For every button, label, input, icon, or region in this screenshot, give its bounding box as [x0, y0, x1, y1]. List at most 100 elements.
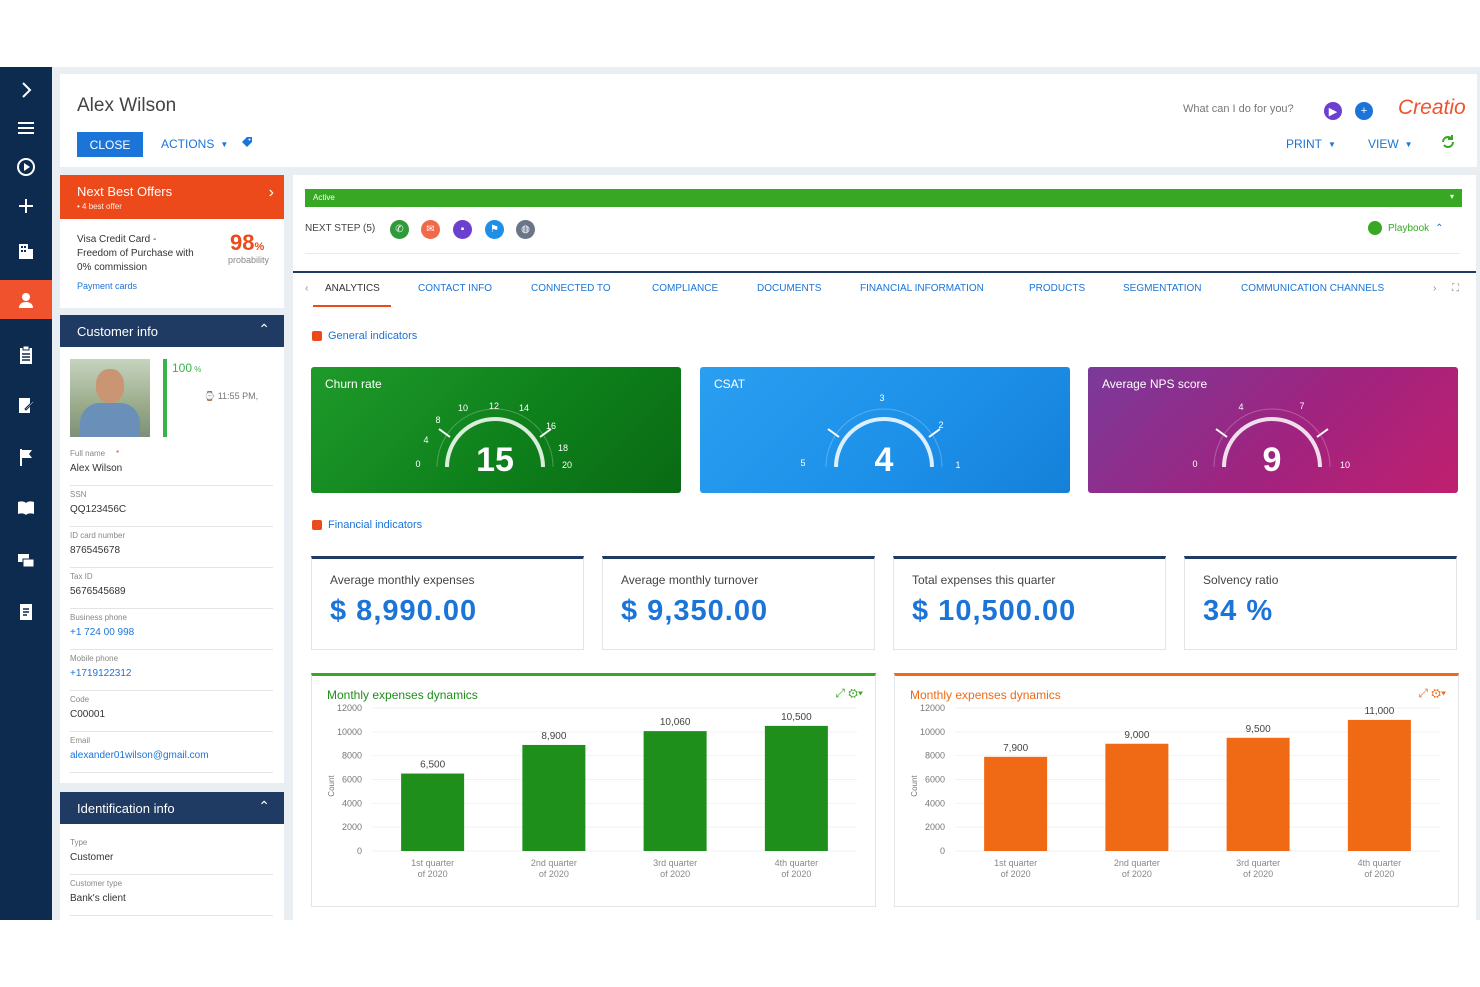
- tab-segmentation[interactable]: SEGMENTATION: [1123, 283, 1202, 294]
- field-value[interactable]: alexander01wilson@gmail.com: [70, 750, 209, 761]
- building-icon[interactable]: [0, 231, 52, 270]
- kpi-card[interactable]: Total expenses this quarter $ 10,500.00: [893, 556, 1166, 650]
- edit-icon[interactable]: [0, 385, 52, 424]
- document-icon[interactable]: [0, 592, 52, 631]
- play-icon[interactable]: [0, 147, 52, 186]
- gauge-value: 4: [875, 441, 894, 479]
- bar[interactable]: [764, 725, 828, 851]
- y-tick-label: 12000: [920, 703, 945, 713]
- chat-icon[interactable]: [0, 541, 52, 580]
- customer-info-header[interactable]: Customer info ⌃: [60, 315, 284, 347]
- command-search-input[interactable]: What can I do for you?: [1183, 103, 1294, 115]
- identification-field[interactable]: Customer type Bank's client: [70, 879, 273, 916]
- person-icon[interactable]: [0, 280, 52, 319]
- playbook-toggle[interactable]: Playbook ⌃: [1368, 221, 1444, 235]
- tab-financial-information[interactable]: FINANCIAL INFORMATION: [860, 283, 984, 294]
- chart-tools: ⤢ ⚙▾: [1418, 686, 1446, 701]
- kpi-card[interactable]: Average monthly turnover $ 9,350.00: [602, 556, 875, 650]
- actions-dropdown[interactable]: ACTIONS ▼: [161, 137, 228, 151]
- payment-cards-link[interactable]: Payment cards: [77, 281, 138, 291]
- caret-down-icon[interactable]: ▾: [1449, 192, 1454, 201]
- tab-analytics[interactable]: ANALYTICS: [325, 283, 380, 294]
- field-value: 5676545689: [70, 586, 126, 597]
- tab-documents[interactable]: DOCUMENTS: [757, 283, 822, 294]
- chevron-right-icon[interactable]: ›: [268, 184, 274, 201]
- customer-field[interactable]: SSN QQ123456C: [70, 490, 273, 527]
- flag-icon[interactable]: ⚑: [485, 220, 504, 239]
- view-dropdown[interactable]: VIEW ▼: [1368, 137, 1413, 151]
- play-circle-icon[interactable]: ▶: [1324, 102, 1342, 120]
- avatar[interactable]: [70, 359, 150, 437]
- customer-field[interactable]: Full name * Alex Wilson: [70, 449, 273, 486]
- expand-icon[interactable]: ⤢: [1418, 686, 1432, 700]
- add-circle-icon[interactable]: +: [1355, 102, 1373, 120]
- customer-field[interactable]: Code C00001: [70, 695, 273, 732]
- tag-icon[interactable]: [241, 136, 253, 148]
- sidebar-expand-icon[interactable]: [0, 70, 52, 109]
- general-indicators-title[interactable]: General indicators: [312, 330, 417, 342]
- field-label: Customer type: [70, 879, 123, 888]
- financial-indicators-title[interactable]: Financial indicators: [312, 519, 422, 531]
- chevron-up-icon[interactable]: ⌃: [258, 321, 270, 337]
- settings-icon[interactable]: ⚙▾: [1431, 686, 1446, 700]
- field-value[interactable]: +1719122312: [70, 668, 132, 679]
- gauge-tick-label: 7: [1299, 401, 1304, 411]
- fullscreen-icon[interactable]: ⛶: [1452, 283, 1459, 294]
- clipboard-icon[interactable]: [0, 335, 52, 374]
- gauge-tick-label: 5: [800, 458, 805, 468]
- customer-field[interactable]: Tax ID 5676545689: [70, 572, 273, 609]
- close-button[interactable]: CLOSE: [77, 132, 143, 157]
- print-dropdown[interactable]: PRINT ▼: [1286, 137, 1336, 151]
- tab-communication-channels[interactable]: COMMUNICATION CHANNELS: [1241, 283, 1385, 294]
- gauge-outer-arc: [825, 408, 943, 468]
- kpi-card[interactable]: Average monthly expenses $ 8,990.00: [311, 556, 584, 650]
- tabs-next-icon[interactable]: ›: [1433, 283, 1437, 294]
- bar[interactable]: [643, 731, 707, 851]
- tab-products[interactable]: PRODUCTS: [1029, 283, 1086, 294]
- menu-icon[interactable]: [0, 108, 52, 147]
- identification-info-header[interactable]: Identification info ⌃: [60, 792, 284, 824]
- bar-value-label: 9,000: [1124, 730, 1149, 741]
- plus-icon[interactable]: [0, 186, 52, 225]
- stage-bar[interactable]: Active ▾: [305, 189, 1462, 207]
- chevron-up-icon[interactable]: ⌃: [258, 798, 270, 814]
- field-value[interactable]: +1 724 00 998: [70, 627, 135, 638]
- x-tick-label: 1st quarter of 2020: [994, 858, 1037, 879]
- nbo-title: Next Best Offers: [77, 184, 173, 199]
- collapse-icon: [312, 331, 322, 341]
- gauge-tick-label: 0: [415, 459, 420, 469]
- chart-svg: 0 2000 4000 6000 8000 10000 12000 Count 6,500 1st…: [327, 703, 857, 879]
- tab-connected-to[interactable]: CONNECTED TO: [531, 283, 611, 294]
- settings-icon[interactable]: ⚙▾: [848, 686, 863, 700]
- gauge-nps[interactable]: Average NPS score 0 4 7 10 9: [1088, 367, 1458, 493]
- next-step-label: NEXT STEP (5): [305, 223, 376, 234]
- customer-field[interactable]: Email alexander01wilson@gmail.com: [70, 736, 273, 773]
- gauge-churn[interactable]: Churn rate 0 4 8 10 12 14 16 18 20 15: [311, 367, 681, 493]
- email-icon[interactable]: ✉: [421, 220, 440, 239]
- customer-field[interactable]: Business phone +1 724 00 998: [70, 613, 273, 650]
- bar[interactable]: [984, 756, 1048, 851]
- bar[interactable]: [1105, 743, 1169, 851]
- bar[interactable]: [1347, 719, 1411, 851]
- identification-field[interactable]: Type Customer: [70, 838, 273, 875]
- y-tick-label: 0: [357, 846, 362, 856]
- phone-icon[interactable]: ✆: [390, 220, 409, 239]
- book-icon[interactable]: [0, 488, 52, 527]
- customer-field[interactable]: ID card number 876545678: [70, 531, 273, 568]
- next-best-offers-header[interactable]: Next Best Offers • 4 best offer ›: [60, 175, 284, 219]
- tab-contact-info[interactable]: CONTACT INFO: [418, 283, 493, 294]
- flag-icon[interactable]: [0, 437, 52, 476]
- globe-icon[interactable]: ◍: [516, 220, 535, 239]
- refresh-icon[interactable]: [1440, 134, 1456, 150]
- tab-compliance[interactable]: COMPLIANCE: [652, 283, 719, 294]
- kpi-card[interactable]: Solvency ratio 34 %: [1184, 556, 1457, 650]
- tabs-prev-icon[interactable]: ‹: [305, 283, 309, 294]
- chat-bubble-icon[interactable]: ▪: [453, 220, 472, 239]
- customer-field[interactable]: Mobile phone +1719122312: [70, 654, 273, 691]
- bar[interactable]: [401, 773, 465, 851]
- gauge-csat[interactable]: CSAT 5 3 2 1 4: [700, 367, 1070, 493]
- y-tick-label: 8000: [342, 751, 362, 761]
- bar[interactable]: [1226, 737, 1290, 851]
- bar[interactable]: [522, 744, 586, 851]
- expand-icon[interactable]: ⤢: [835, 686, 849, 700]
